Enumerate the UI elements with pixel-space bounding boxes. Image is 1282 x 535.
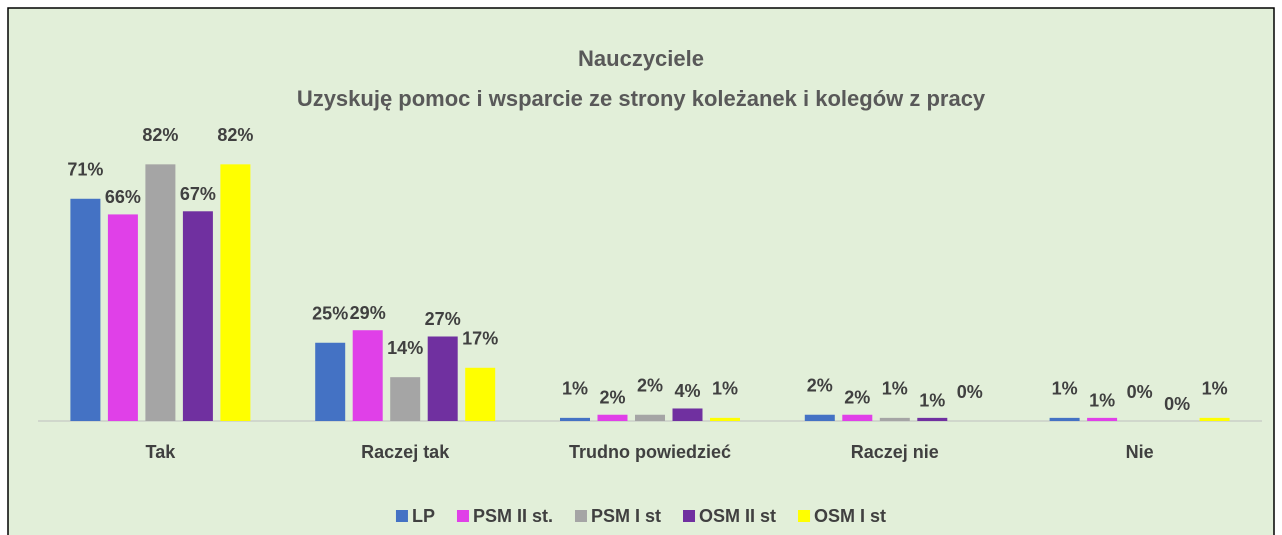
- data-label: 1%: [1202, 379, 1228, 399]
- legend-swatch: [798, 510, 811, 522]
- bar: [1199, 417, 1230, 421]
- bar: [804, 414, 835, 421]
- x-tick-label: Tak: [146, 442, 177, 462]
- legend-swatch: [683, 510, 696, 522]
- data-label: 2%: [844, 387, 870, 407]
- x-tick-label: Nie: [1126, 442, 1154, 462]
- chart-frame: [7, 7, 1275, 535]
- legend-label: OSM II st: [699, 506, 776, 526]
- data-label: 67%: [180, 184, 216, 204]
- data-label: 1%: [1089, 391, 1115, 411]
- data-label: 27%: [425, 309, 461, 329]
- data-label: 1%: [919, 391, 945, 411]
- bar: [390, 377, 421, 421]
- data-label: 82%: [142, 125, 178, 145]
- bar: [70, 198, 101, 421]
- data-label: 1%: [562, 379, 588, 399]
- legend-swatch: [456, 510, 469, 522]
- bar: [842, 414, 873, 421]
- legend-label: LP: [412, 506, 435, 526]
- data-label: 82%: [217, 125, 253, 145]
- data-label: 71%: [67, 160, 103, 180]
- data-label: 29%: [350, 303, 386, 323]
- bar: [352, 330, 383, 421]
- bar: [879, 417, 910, 421]
- bar: [315, 342, 346, 421]
- x-tick-label: Trudno powiedzieć: [569, 442, 731, 462]
- data-label: 0%: [1164, 394, 1190, 414]
- bar: [597, 414, 628, 421]
- bar: [107, 214, 138, 421]
- legend-label: PSM I st: [591, 506, 661, 526]
- bar: [917, 417, 948, 421]
- data-label: 17%: [462, 329, 498, 349]
- legend-swatch: [574, 510, 587, 522]
- legend-label: PSM II st.: [473, 506, 553, 526]
- bar: [427, 336, 458, 421]
- data-label: 0%: [1127, 382, 1153, 402]
- data-label: 1%: [712, 379, 738, 399]
- bar: [145, 164, 176, 421]
- data-label: 0%: [957, 382, 983, 402]
- chart-title: Nauczyciele: [578, 46, 704, 71]
- legend-swatch: [395, 510, 408, 522]
- data-label: 1%: [882, 379, 908, 399]
- data-label: 66%: [105, 187, 141, 207]
- data-label: 1%: [1052, 379, 1078, 399]
- x-tick-label: Raczej tak: [361, 442, 450, 462]
- data-label: 14%: [387, 338, 423, 358]
- data-label: 2%: [807, 375, 833, 395]
- legend-label: OSM I st: [814, 506, 886, 526]
- bar: [465, 367, 496, 421]
- bar: [635, 414, 665, 421]
- bar: [710, 417, 740, 421]
- bar: [560, 417, 590, 421]
- data-label: 2%: [637, 375, 663, 395]
- bar: [182, 211, 213, 421]
- data-label: 2%: [599, 387, 625, 407]
- bar: [1049, 417, 1080, 421]
- bar: [220, 164, 251, 421]
- x-tick-label: Raczej nie: [851, 442, 939, 462]
- bar: [672, 408, 703, 421]
- data-label: 25%: [312, 304, 348, 324]
- data-label: 4%: [674, 381, 700, 401]
- bar: [1087, 417, 1118, 421]
- chart-subtitle: Uzyskuję pomoc i wsparcie ze strony kole…: [297, 86, 986, 111]
